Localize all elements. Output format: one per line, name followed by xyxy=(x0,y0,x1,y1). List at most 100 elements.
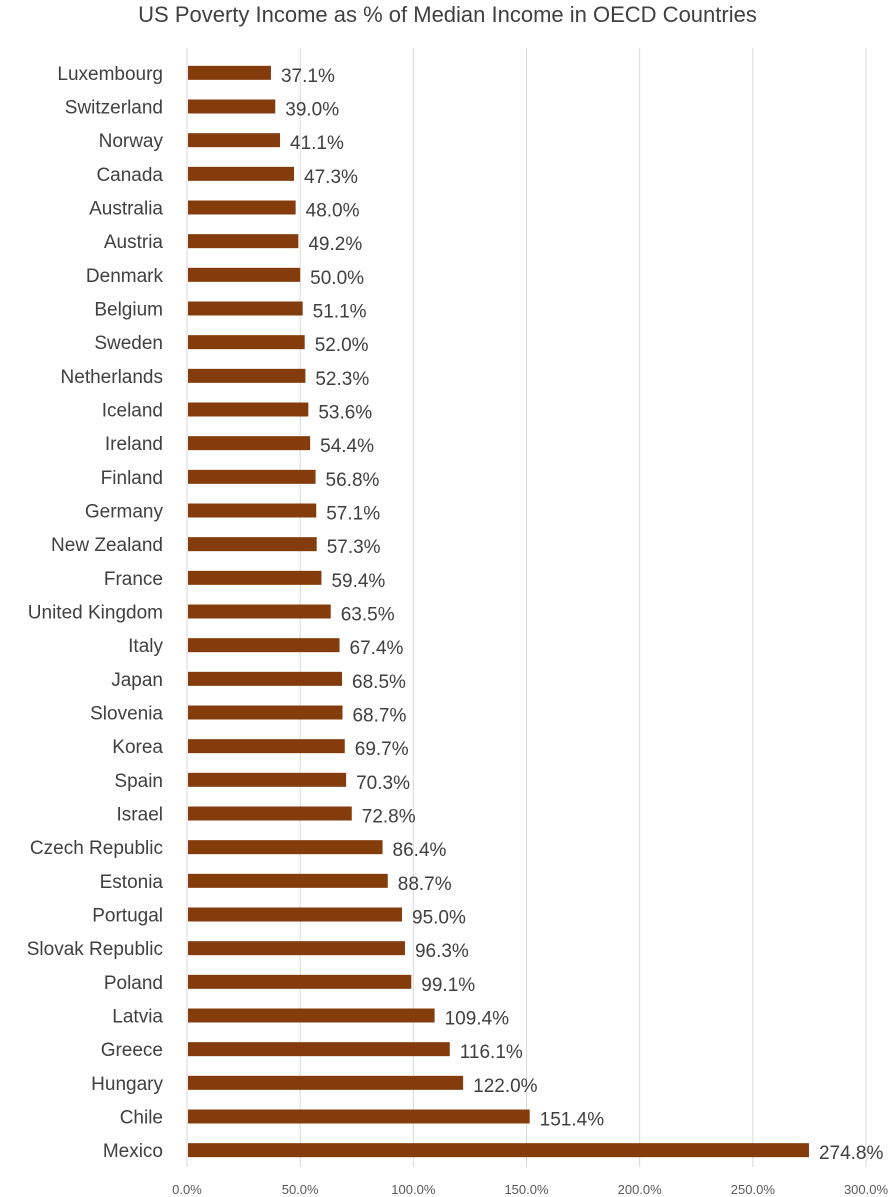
data-label: 41.1% xyxy=(290,133,344,154)
category-label: Mexico xyxy=(103,1141,163,1162)
bar xyxy=(188,166,295,181)
x-tick-label: 50.0% xyxy=(282,1182,319,1197)
category-label: France xyxy=(104,569,163,590)
category-label: Spain xyxy=(114,771,163,792)
category-label: Slovenia xyxy=(90,704,163,725)
bar xyxy=(188,1075,464,1090)
bar xyxy=(188,772,347,787)
bar xyxy=(188,267,301,282)
bar xyxy=(188,469,316,484)
category-label: Italy xyxy=(128,636,163,657)
bar xyxy=(188,806,352,821)
data-label: 57.1% xyxy=(326,504,380,525)
data-label: 63.5% xyxy=(341,605,395,626)
category-label: Iceland xyxy=(102,401,163,422)
data-label: 99.1% xyxy=(421,975,475,996)
data-label: 67.4% xyxy=(350,638,404,659)
bar xyxy=(188,739,345,754)
data-label: 72.8% xyxy=(362,807,416,828)
category-label: Canada xyxy=(96,165,163,186)
data-label: 122.0% xyxy=(473,1076,538,1097)
x-tick-label: 100.0% xyxy=(391,1182,436,1197)
bar xyxy=(188,335,305,350)
data-label: 109.4% xyxy=(445,1009,510,1030)
data-label: 151.4% xyxy=(540,1110,605,1131)
bar xyxy=(188,705,343,720)
data-label: 69.7% xyxy=(355,739,409,760)
bar xyxy=(188,99,276,114)
data-label: 47.3% xyxy=(304,167,358,188)
data-label: 59.4% xyxy=(331,571,385,592)
category-label: Latvia xyxy=(112,1007,163,1028)
bar xyxy=(188,200,296,215)
data-label: 86.4% xyxy=(393,840,447,861)
category-label: Luxembourg xyxy=(57,64,163,85)
data-label: 48.0% xyxy=(306,201,360,222)
category-label: Belgium xyxy=(94,300,163,321)
data-label: 274.8% xyxy=(819,1143,884,1164)
data-label: 96.3% xyxy=(415,941,469,962)
data-label: 116.1% xyxy=(460,1042,523,1063)
bar xyxy=(188,840,383,855)
category-label: Japan xyxy=(111,670,163,691)
bar xyxy=(188,234,299,249)
bar xyxy=(188,570,322,585)
data-label: 95.0% xyxy=(412,908,466,929)
data-label: 70.3% xyxy=(356,773,410,794)
bar xyxy=(188,301,303,316)
bar xyxy=(188,1143,809,1158)
bar xyxy=(188,907,403,922)
bar xyxy=(188,402,309,417)
bar xyxy=(188,1042,450,1057)
category-label: Poland xyxy=(104,973,163,994)
category-label: Sweden xyxy=(94,333,163,354)
data-label: 39.0% xyxy=(285,100,339,121)
bar xyxy=(188,604,331,619)
category-label: Denmark xyxy=(86,266,164,287)
bar xyxy=(188,133,281,148)
data-label: 52.0% xyxy=(315,335,369,356)
bar xyxy=(188,873,388,888)
bar xyxy=(188,1008,435,1023)
x-tick-label: 150.0% xyxy=(504,1182,549,1197)
bar xyxy=(188,537,317,552)
category-label: Ireland xyxy=(105,434,163,455)
data-label: 68.7% xyxy=(352,706,406,727)
data-label: 50.0% xyxy=(310,268,364,289)
category-label: Korea xyxy=(112,737,163,758)
bar xyxy=(188,638,340,653)
category-label: United Kingdom xyxy=(28,603,163,624)
data-label: 37.1% xyxy=(281,66,335,87)
data-label: 54.4% xyxy=(320,436,374,457)
x-tick-label: 0.0% xyxy=(172,1182,202,1197)
category-label: Czech Republic xyxy=(30,838,163,859)
data-label: 51.1% xyxy=(313,302,367,323)
bar xyxy=(188,1109,530,1124)
bar xyxy=(188,671,343,686)
data-label: 52.3% xyxy=(315,369,369,390)
category-label: Portugal xyxy=(92,906,163,927)
category-label: Chile xyxy=(120,1108,163,1129)
bar xyxy=(188,503,317,518)
category-label: Netherlands xyxy=(61,367,163,388)
category-label: Germany xyxy=(85,502,164,523)
category-label: Norway xyxy=(99,131,164,152)
category-label: Hungary xyxy=(91,1074,163,1095)
x-tick-label: 250.0% xyxy=(731,1182,776,1197)
data-label: 56.8% xyxy=(326,470,380,491)
data-label: 57.3% xyxy=(327,537,381,558)
category-label: Switzerland xyxy=(65,98,163,119)
chart-title: US Poverty Income as % of Median Income … xyxy=(138,2,757,27)
data-label: 88.7% xyxy=(398,874,452,895)
bar xyxy=(188,941,405,956)
category-label: New Zealand xyxy=(51,535,163,556)
x-tick-label: 200.0% xyxy=(618,1182,663,1197)
bar xyxy=(188,974,412,989)
category-label: Greece xyxy=(101,1040,163,1061)
bar xyxy=(188,65,271,80)
bar xyxy=(188,368,306,383)
category-label: Finland xyxy=(101,468,163,489)
category-label: Estonia xyxy=(100,872,164,893)
data-label: 53.6% xyxy=(318,403,372,424)
